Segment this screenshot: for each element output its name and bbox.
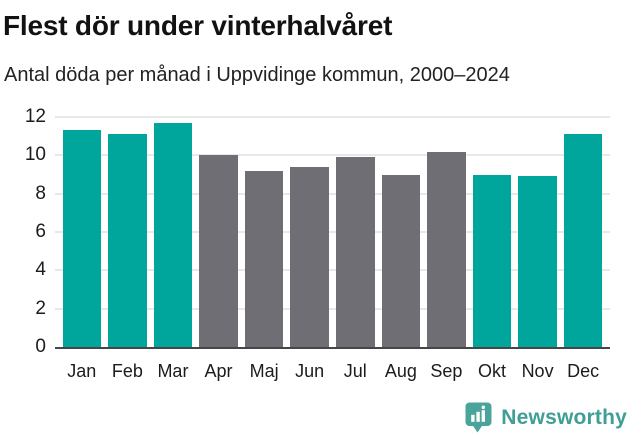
bar-sep xyxy=(427,151,466,347)
y-axis-tick-label: 10 xyxy=(24,144,46,166)
gridline-y2 xyxy=(55,307,610,310)
x-axis-tick-label: Dec xyxy=(567,361,600,381)
x-axis-tick-label: Okt xyxy=(477,361,506,381)
bar-nov xyxy=(518,176,557,347)
x-axis-tick-label: Maj xyxy=(249,361,279,381)
bar-maj xyxy=(244,170,284,347)
x-axis-tick-label: Jan xyxy=(67,361,97,381)
y-axis-tick-label: 0 xyxy=(35,336,46,357)
newsworthy-logo-text: Newsworthy xyxy=(501,405,627,429)
newsworthy-logo-icon xyxy=(465,402,492,433)
y-axis-tick-label: 12 xyxy=(24,106,46,127)
chart-title: Flest dör under vinterhalvåret xyxy=(3,10,393,41)
x-axis-labels: Jan Feb Mar Apr Maj Jun Jul Aug Sep Okt Nov Dec xyxy=(55,361,610,382)
x-axis-tick-label: Apr xyxy=(204,361,233,381)
gridline-y4 xyxy=(55,269,610,272)
x-axis-tick-label: Jul xyxy=(343,361,367,381)
x-axis-tick-label: Aug xyxy=(384,361,417,381)
bar-apr xyxy=(199,155,238,347)
x-axis-tick-label: Jun xyxy=(295,361,325,381)
bar-jul xyxy=(335,157,375,347)
gridline-y8 xyxy=(55,192,610,195)
bar-chart: 0 2 4 6 8 10 12 Jan Feb Mar Apr Maj Jun Jul Aug Sep Okt… xyxy=(0,107,631,392)
x-axis-tick-label: Feb xyxy=(111,361,143,381)
y-axis-tick-label: 2 xyxy=(35,297,46,319)
y-axis-tick-label: 4 xyxy=(35,259,46,281)
x-axis-tick-label: Mar xyxy=(157,361,189,381)
bar-aug xyxy=(381,174,421,347)
gridline-y10 xyxy=(55,154,610,157)
y-axis-tick-label: 8 xyxy=(35,182,46,204)
bar-feb xyxy=(108,134,147,347)
gridline-y6 xyxy=(55,231,610,233)
x-axis-tick-label: Nov xyxy=(521,361,554,381)
newsworthy-logo: Newsworthy xyxy=(465,402,627,433)
chart-subtitle: Antal döda per månad i Uppvidinge kommun… xyxy=(4,64,510,86)
bar-mar xyxy=(153,122,193,347)
bar-dec xyxy=(563,134,603,347)
y-axis-tick-label: 6 xyxy=(35,221,46,242)
x-axis-tick-label: Sep xyxy=(430,361,463,381)
bar-okt xyxy=(472,174,512,347)
plot-area xyxy=(55,116,610,349)
bars-container xyxy=(55,117,610,347)
x-axis-line xyxy=(55,347,610,349)
bar-jun xyxy=(290,166,329,347)
y-axis-labels: 0 2 4 6 8 10 12 xyxy=(0,107,46,357)
gridline-y12 xyxy=(55,116,610,118)
bar-jan xyxy=(62,130,102,347)
